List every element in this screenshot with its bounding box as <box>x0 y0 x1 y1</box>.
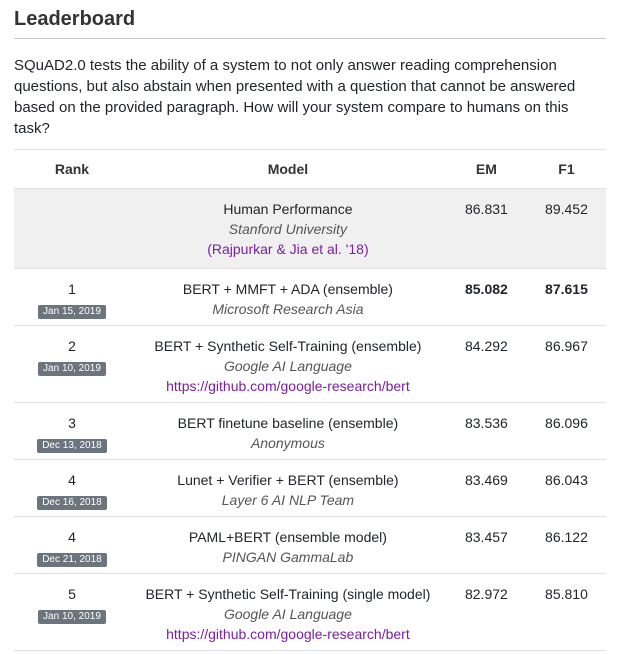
f1-score: 86.096 <box>526 402 606 460</box>
model-cell: BERT + Synthetic Self-Training (ensemble… <box>129 325 446 403</box>
human-em: 86.831 <box>445 188 527 269</box>
rank-number: 1 <box>68 281 76 297</box>
f1-score: 87.615 <box>526 268 606 326</box>
rank-cell: 5 Jan 10, 2019 <box>14 573 130 651</box>
date-badge: Dec 13, 2018 <box>37 439 107 453</box>
model-link[interactable]: https://github.com/google-research/bert <box>166 378 410 394</box>
model-link[interactable]: https://github.com/google-research/bert <box>166 626 410 642</box>
rank-number: 5 <box>68 586 76 602</box>
model-header: Model <box>129 149 446 189</box>
institution: Anonymous <box>250 435 325 451</box>
model-cell: BERT + Synthetic Self-Training (single m… <box>129 573 446 651</box>
date-badge: Dec 21, 2018 <box>37 553 107 567</box>
f1-score: 85.810 <box>526 573 606 651</box>
table-row: 4 Dec 21, 2018 PAML+BERT (ensemble model) P… <box>14 516 606 574</box>
institution: Microsoft Research Asia <box>212 301 364 317</box>
model-cell: BERT + MMFT + ADA (ensemble) Microsoft Re… <box>129 268 446 326</box>
institution: Layer 6 AI NLP Team <box>221 492 355 508</box>
human-reference-link[interactable]: (Rajpurkar & Jia et al. '18) <box>207 241 369 257</box>
date-badge: Dec 16, 2018 <box>37 496 107 510</box>
model-name: BERT + Synthetic Self-Training (ensemble… <box>154 338 422 354</box>
human-f1: 89.452 <box>526 188 606 269</box>
model-name: BERT + MMFT + ADA (ensemble) <box>182 281 393 297</box>
rank-cell: 1 Jan 15, 2019 <box>14 268 130 326</box>
rank-number: 4 <box>68 472 76 488</box>
leaderboard-table: Rank Model EM F1 Human Performance Stanf… <box>14 149 606 651</box>
em-score: 85.082 <box>445 268 527 326</box>
rank-number: 4 <box>68 529 76 545</box>
human-model-cell: Human Performance Stanford University (R… <box>129 188 446 269</box>
section-description: SQuAD2.0 tests the ability of a system t… <box>14 57 576 137</box>
table-row: 3 Dec 13, 2018 BERT finetune baseline (ens… <box>14 402 606 460</box>
table-row: 5 Jan 10, 2019 BERT + Synthetic Self-Train… <box>14 573 606 651</box>
em-score: 82.972 <box>445 573 527 651</box>
model-cell: BERT finetune baseline (ensemble) Anonymo… <box>129 402 446 460</box>
em-score: 83.536 <box>445 402 527 460</box>
f1-score: 86.043 <box>526 459 606 517</box>
table-header-row: Rank Model EM F1 <box>14 149 606 189</box>
rank-cell: 4 Dec 21, 2018 <box>14 516 130 574</box>
human-performance-row: Human Performance Stanford University (R… <box>14 188 606 269</box>
rank-number: 2 <box>68 338 76 354</box>
rank-number: 3 <box>68 415 76 431</box>
date-badge: Jan 10, 2019 <box>38 362 106 376</box>
f1-score: 86.122 <box>526 516 606 574</box>
human-institution: Stanford University <box>228 221 348 237</box>
em-score: 83.457 <box>445 516 527 574</box>
institution: Google AI Language <box>223 606 352 622</box>
rank-header: Rank <box>14 149 130 189</box>
model-cell: Lunet + Verifier + BERT (ensemble) Layer … <box>129 459 446 517</box>
model-name: Lunet + Verifier + BERT (ensemble) <box>177 472 399 488</box>
human-rank-cell <box>14 188 130 269</box>
institution: PINGAN GammaLab <box>222 549 354 565</box>
title-divider <box>14 38 606 39</box>
model-name: BERT + Synthetic Self-Training (single m… <box>145 586 431 602</box>
table-row: 1 Jan 15, 2019 BERT + MMFT + ADA (ensemble… <box>14 268 606 326</box>
model-cell: PAML+BERT (ensemble model) PINGAN GammaLa… <box>129 516 446 574</box>
em-header: EM <box>445 149 527 189</box>
model-name: PAML+BERT (ensemble model) <box>188 529 387 545</box>
f1-score: 86.967 <box>526 325 606 403</box>
rank-cell: 4 Dec 16, 2018 <box>14 459 130 517</box>
rank-cell: 2 Jan 10, 2019 <box>14 325 130 403</box>
date-badge: Jan 10, 2019 <box>38 610 106 624</box>
model-name: BERT finetune baseline (ensemble) <box>177 415 399 431</box>
human-model-name: Human Performance <box>223 201 353 217</box>
em-score: 84.292 <box>445 325 527 403</box>
rank-cell: 3 Dec 13, 2018 <box>14 402 130 460</box>
institution: Google AI Language <box>223 358 352 374</box>
table-row: 2 Jan 10, 2019 BERT + Synthetic Self-Train… <box>14 325 606 403</box>
table-row: 4 Dec 16, 2018 Lunet + Verifier + BERT (en… <box>14 459 606 517</box>
f1-header: F1 <box>526 149 606 189</box>
section-title: Leaderboard <box>14 8 136 30</box>
em-score: 83.469 <box>445 459 527 517</box>
date-badge: Jan 15, 2019 <box>38 305 106 319</box>
